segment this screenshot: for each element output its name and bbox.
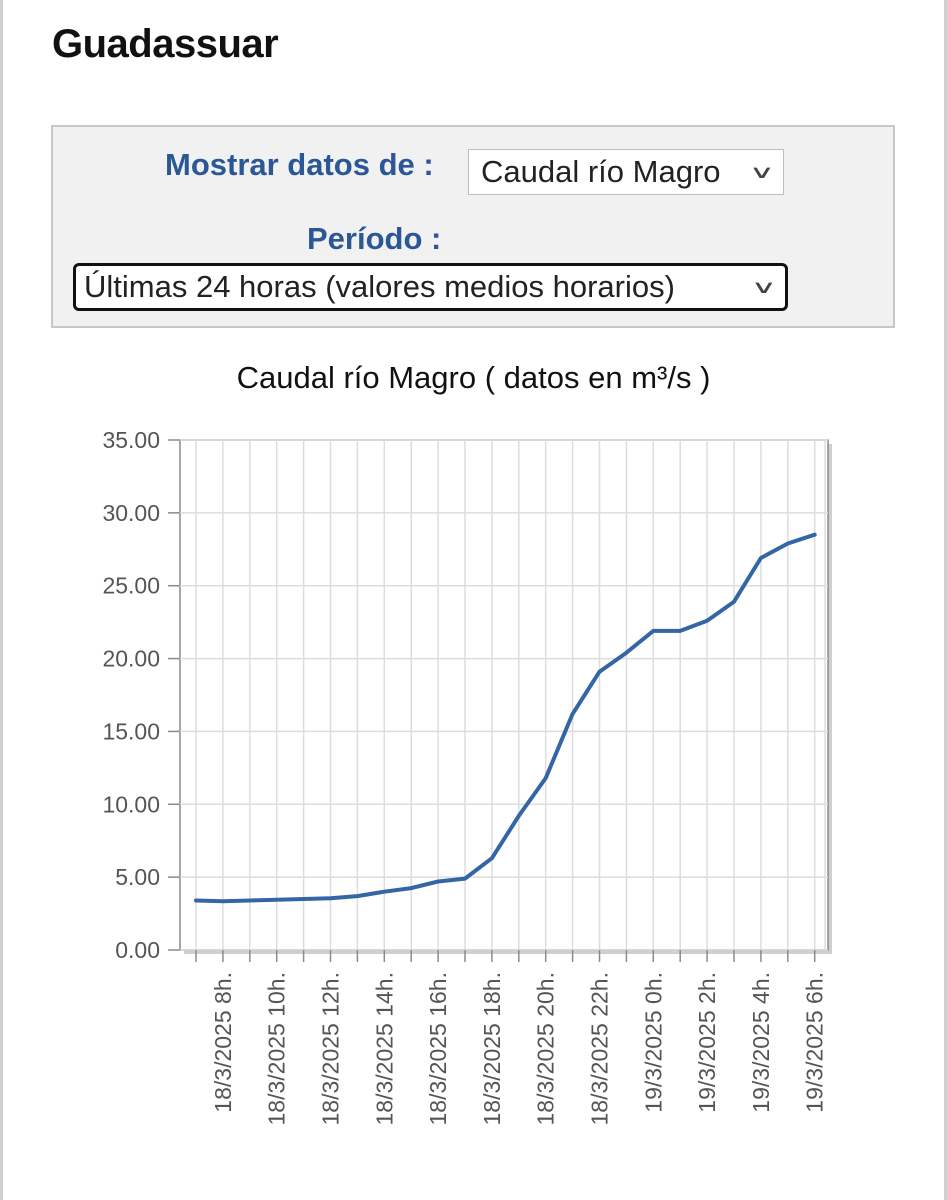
data-point (248, 898, 252, 903)
data-point (517, 814, 521, 818)
period-select-value: Últimas 24 horas (valores medios horario… (84, 269, 675, 304)
y-tick-label: 35.00 (102, 427, 160, 453)
data-type-select[interactable]: Caudal río Magro ∨ (468, 149, 784, 195)
x-tick-label: 19/3/2025 2h. (694, 972, 720, 1113)
y-tick-label: 0.00 (115, 937, 160, 963)
data-point (651, 629, 656, 633)
y-axis-ticks: 0.00 5.00 10.00 15.00 20.00 25.00 30.00 35.00 (102, 427, 180, 963)
data-point (597, 669, 602, 674)
x-tick-label: 19/3/2025 4h. (748, 972, 774, 1113)
x-tick-label: 18/3/2025 16h. (425, 972, 451, 1125)
x-tick-label: 18/3/2025 8h. (210, 972, 236, 1113)
page-title: Guadassuar (52, 22, 279, 66)
chart-title: Caudal río Magro ( datos en m³/s ) (236, 360, 711, 395)
data-point (705, 618, 709, 623)
filter-panel: Mostrar datos de : Caudal río Magro ∨ Pe… (51, 125, 895, 328)
y-tick-label: 10.00 (102, 791, 160, 817)
data-point (570, 712, 575, 716)
y-tick-label: 20.00 (102, 646, 160, 672)
data-point (409, 886, 414, 890)
plot-area (179, 439, 829, 951)
x-tick-label: 18/3/2025 14h. (371, 972, 397, 1125)
data-point (274, 897, 279, 902)
y-tick-label: 30.00 (102, 500, 160, 526)
data-point (355, 894, 360, 898)
x-tick-label: 18/3/2025 10h. (264, 972, 290, 1125)
data-type-select-value: Caudal río Magro (481, 154, 721, 189)
grid-lines (180, 439, 828, 951)
period-label: Período : (307, 221, 442, 256)
x-tick-label: 18/3/2025 22h. (587, 972, 613, 1125)
data-point (678, 629, 682, 633)
data-point (812, 532, 817, 537)
data-point (490, 856, 494, 860)
data-point (194, 898, 198, 903)
x-axis-ticks: 18/3/2025 8h. 18/3/2025 10h. 18/3/2025 12h… (195, 950, 828, 1125)
x-tick-label: 19/3/2025 6h. (802, 972, 828, 1113)
y-tick-label: 25.00 (102, 573, 160, 599)
x-tick-label: 19/3/2025 0h. (640, 972, 666, 1113)
data-point (436, 879, 440, 884)
data-point (759, 556, 763, 560)
x-tick-label: 18/3/2025 20h. (533, 972, 559, 1125)
page-border-left (0, 0, 3, 1200)
data-point (463, 876, 467, 881)
data-point (301, 897, 306, 901)
chevron-down-icon: ∨ (749, 161, 776, 183)
y-tick-label: 5.00 (115, 864, 160, 890)
plot-frame (179, 439, 829, 951)
data-point (382, 889, 387, 894)
chevron-down-icon: ∨ (751, 276, 778, 298)
y-tick-label: 15.00 (102, 718, 160, 744)
series-line (194, 532, 817, 904)
data-point (543, 776, 548, 780)
data-point (221, 899, 225, 903)
data-point (732, 599, 736, 604)
data-point (786, 541, 790, 546)
page-border-right (944, 0, 947, 1200)
x-tick-label: 18/3/2025 12h. (318, 972, 344, 1125)
x-tick-label: 18/3/2025 18h. (479, 972, 505, 1125)
show-data-label: Mostrar datos de : (165, 147, 434, 182)
period-select[interactable]: Últimas 24 horas (valores medios horario… (73, 263, 788, 311)
series-layer (194, 532, 817, 904)
data-point (624, 650, 629, 655)
data-point (328, 896, 333, 901)
